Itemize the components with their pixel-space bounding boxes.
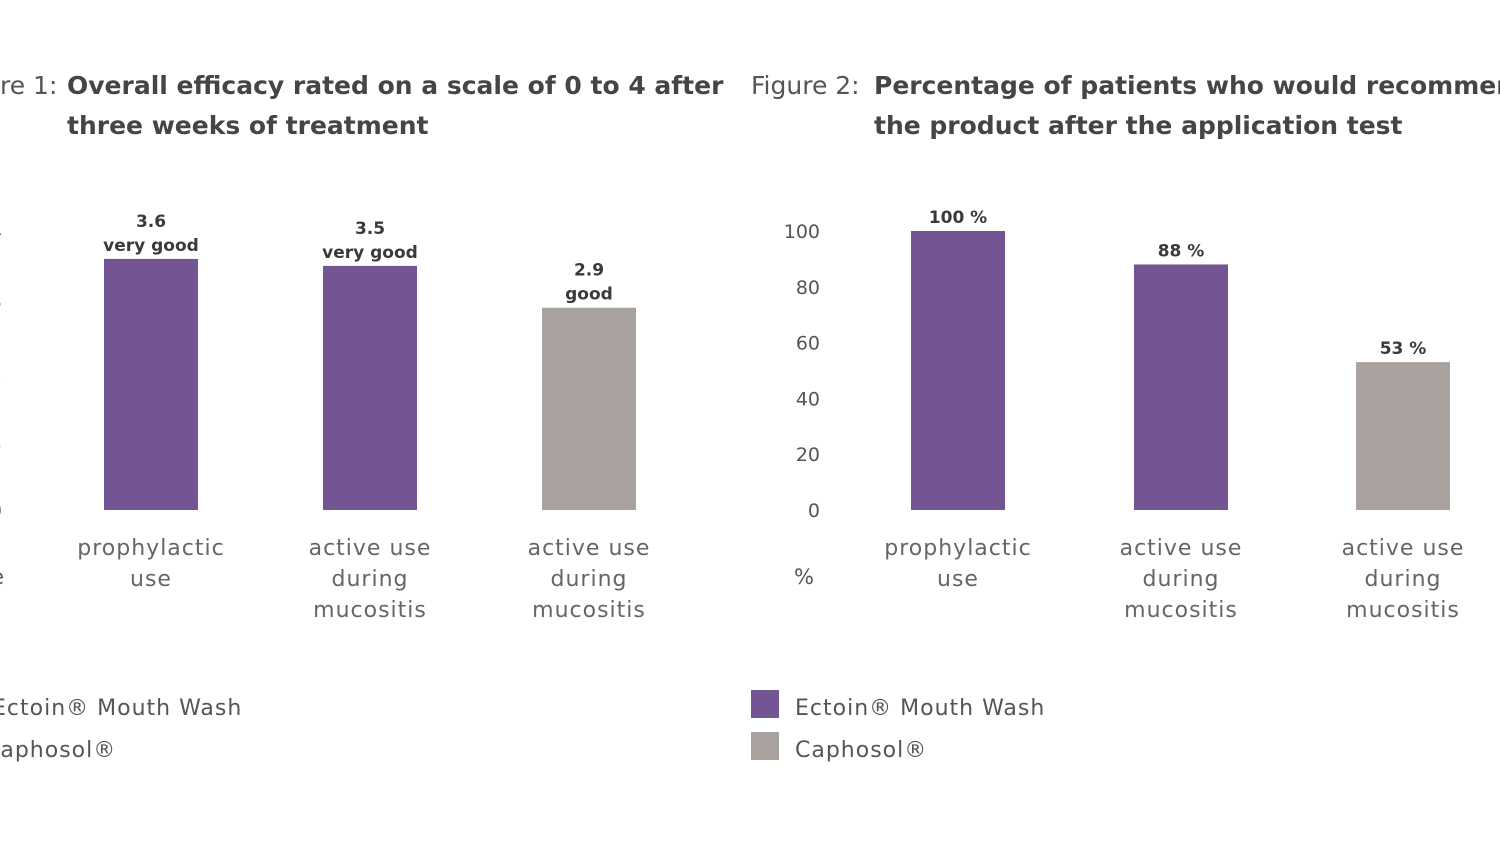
figure1-title-line-2: three weeks of treatment: [67, 111, 429, 140]
figure1-value-label-3-2: good: [565, 285, 613, 305]
figure2-ytick-60: 60: [796, 333, 820, 355]
figure1-category-label-2-1: active use: [309, 536, 432, 561]
figure1-title: Overall efficacy rated on a scale of 0 t…: [67, 66, 723, 146]
figure1-bar-3: [542, 307, 636, 510]
figure2-y-unit: %: [794, 565, 814, 589]
figure1-value-label-3-1: 2.9: [574, 261, 604, 281]
figure2-value-label-2-1: 88 %: [1158, 241, 1205, 261]
figure1-value-label-2-2: very good: [322, 243, 418, 263]
figure2-category-label-3-3: mucositis: [1346, 598, 1460, 623]
figure2-bar-1: [911, 231, 1005, 510]
figure1-legend-caphosol-label: Caphosol®: [0, 738, 117, 763]
figure1-ytick-1: 1: [0, 430, 2, 452]
figure2-prefix: Figure 2:: [751, 71, 860, 100]
figure2-title-line-2: the product after the application test: [874, 111, 1403, 140]
figure2-category-label-2-3: mucositis: [1124, 598, 1238, 623]
figure1-ytick-3: 3: [0, 291, 2, 313]
figure2-legend-caphosol-swatch: [751, 732, 779, 760]
figure1-value-label-2-1: 3.5: [355, 219, 385, 239]
figure2-category-label-2-1: active use: [1120, 536, 1243, 561]
figure1-category-label-3-1: active use: [528, 536, 651, 561]
figure2-title: Percentage of patients who would recomme…: [874, 66, 1500, 146]
figure2-value-label-1-1: 100 %: [929, 208, 987, 228]
figure1-ytick-0: 0: [0, 500, 2, 522]
figure2-category-label-1-1: prophylactic: [884, 536, 1031, 561]
figure1-category-label-2-2: during: [332, 567, 409, 592]
figure1-category-label-3-3: mucositis: [532, 598, 646, 623]
figure1-bar-1: [104, 258, 198, 510]
figure2-bar-3: [1356, 362, 1450, 510]
figure2-ytick-40: 40: [796, 388, 820, 410]
figure2-legend-ectoin-label: Ectoin® Mouth Wash: [795, 696, 1046, 721]
figure1-value-label-1-1: 3.6: [136, 212, 166, 232]
figure1-ytick-2: 2: [0, 361, 2, 383]
figure1-category-label-1-1: prophylactic: [77, 536, 224, 561]
figure2-category-label-2-2: during: [1143, 567, 1220, 592]
figure2-title-line-1: Percentage of patients who would recomme…: [874, 71, 1500, 100]
figure1-ytick-4: 4: [0, 221, 2, 243]
figure2-bar-2: [1134, 264, 1228, 510]
figure2-ytick-0: 0: [808, 500, 820, 522]
figure2-legend-caphosol-label: Caphosol®: [795, 738, 928, 763]
figure1-category-label-3-2: during: [551, 567, 628, 592]
figure2-category-label-3-2: during: [1365, 567, 1442, 592]
figure1-prefix: re 1:: [0, 71, 58, 100]
figure1-bar-2: [323, 265, 417, 510]
figure1-y-unit: e: [0, 565, 4, 589]
figure2-ytick-80: 80: [796, 277, 820, 299]
figure1-category-label-2-3: mucositis: [313, 598, 427, 623]
figure2-category-label-3-1: active use: [1342, 536, 1465, 561]
figure2-legend-ectoin-swatch: [751, 690, 779, 718]
figure1-legend-ectoin-label: Ectoin® Mouth Wash: [0, 696, 243, 721]
figure2-value-label-3-1: 53 %: [1380, 339, 1427, 359]
figure2-ytick-20: 20: [796, 444, 820, 466]
figure1-category-label-1-2: use: [130, 567, 172, 592]
figure1-value-label-1-2: very good: [103, 236, 199, 256]
figure1-title-line-1: Overall efficacy rated on a scale of 0 t…: [67, 71, 724, 100]
figure2-ytick-100: 100: [784, 221, 820, 243]
figure2-category-label-1-2: use: [937, 567, 979, 592]
